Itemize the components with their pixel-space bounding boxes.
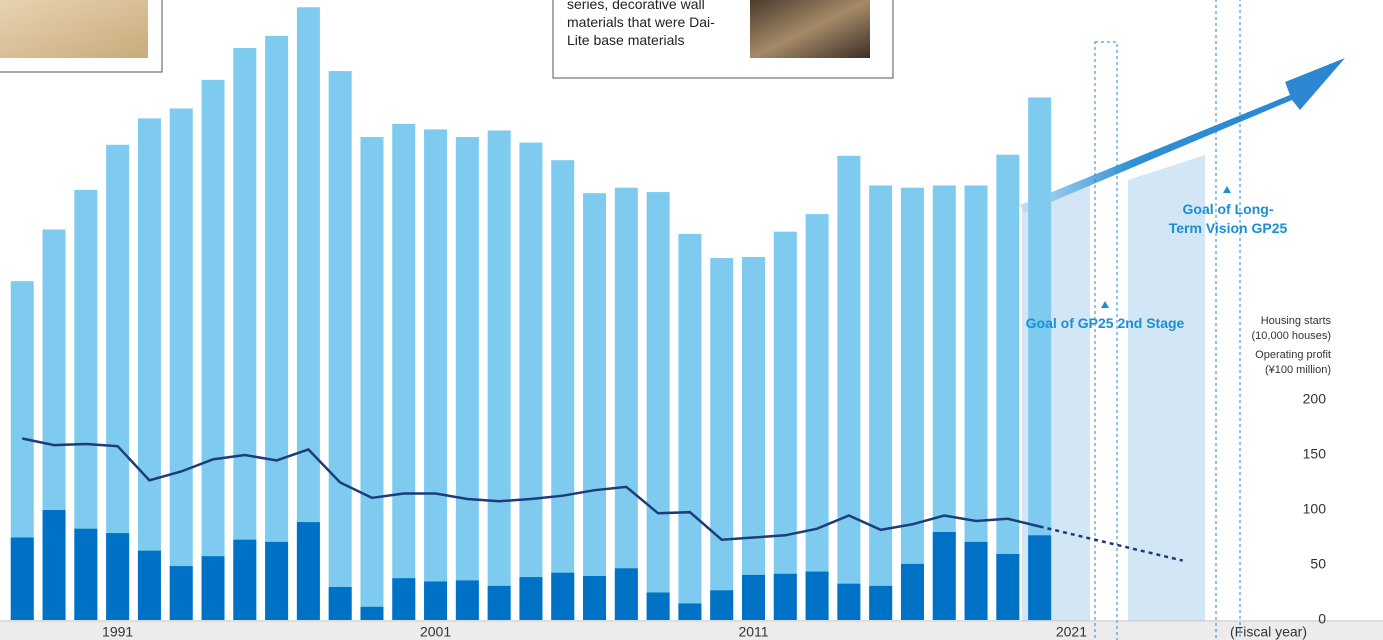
y-axis-label-line: (¥100 million) <box>1264 364 1331 376</box>
bar <box>169 566 193 620</box>
bar <box>678 233 702 620</box>
y-tick-label: 200 <box>1303 391 1327 407</box>
bar <box>741 256 765 620</box>
y-axis-label-line: Housing starts <box>1260 315 1331 327</box>
y-axis-label-line: Operating profit <box>1255 349 1331 361</box>
bar <box>519 142 543 620</box>
trend-arrow <box>1020 58 1345 213</box>
bar <box>837 155 861 620</box>
bar <box>614 568 638 620</box>
y-tick-label: 0 <box>1318 611 1326 627</box>
bar <box>487 585 511 620</box>
bar <box>328 586 352 620</box>
bar <box>519 577 543 620</box>
bar <box>296 7 320 620</box>
bar <box>455 580 479 620</box>
bar <box>551 160 575 620</box>
goal-label: Goal of GP25 2nd Stage <box>1025 315 1185 331</box>
bar <box>741 574 765 620</box>
bar <box>964 541 988 620</box>
bar <box>137 118 161 620</box>
bar <box>487 130 511 620</box>
y-tick-label: 150 <box>1303 446 1327 462</box>
bar <box>201 556 225 620</box>
bar <box>10 537 34 620</box>
bar <box>106 533 130 620</box>
bar <box>296 522 320 620</box>
goal-marker <box>1101 301 1109 308</box>
bar <box>106 144 130 620</box>
bar <box>932 531 956 620</box>
photo <box>0 0 148 58</box>
bar <box>455 137 479 620</box>
bar <box>233 47 257 621</box>
bar <box>392 123 416 621</box>
bar <box>678 603 702 620</box>
bar <box>233 539 257 620</box>
bar <box>1028 535 1052 620</box>
bar <box>551 572 575 620</box>
bar <box>169 108 193 621</box>
goal-box <box>1094 41 1118 640</box>
y-tick-label: 100 <box>1303 501 1327 517</box>
bar <box>773 573 797 620</box>
goal-box <box>1215 0 1241 640</box>
line <box>1039 525 1183 562</box>
goal-marker <box>1223 186 1231 193</box>
bar <box>646 192 670 620</box>
bar <box>773 231 797 621</box>
y-axis-label-line: (10,000 houses) <box>1251 330 1332 342</box>
bottom-band <box>0 622 1383 640</box>
x-tick-label: 2021 <box>1056 624 1087 640</box>
x-tick-label: 1991 <box>102 624 133 640</box>
y-axis-label: Housing starts (10,000 houses) Operating… <box>1252 314 1332 378</box>
bar <box>74 189 98 620</box>
bar <box>869 185 893 620</box>
bar <box>10 281 34 620</box>
bar <box>646 592 670 620</box>
bar <box>360 606 384 620</box>
bar <box>42 509 66 620</box>
bar <box>805 571 829 620</box>
bar <box>932 185 956 620</box>
x-tick-label: 2001 <box>420 624 451 640</box>
bar <box>805 214 829 621</box>
bar <box>74 528 98 620</box>
bar <box>137 550 161 620</box>
bar <box>265 35 289 621</box>
line <box>22 437 1040 541</box>
projection-area <box>1128 155 1205 621</box>
bar <box>837 583 861 620</box>
bar <box>964 185 988 620</box>
bar <box>614 187 638 620</box>
x-axis-label: (Fiscal year) <box>1230 624 1307 640</box>
bar <box>710 258 734 620</box>
bar <box>201 79 225 620</box>
bar <box>583 575 607 620</box>
bar <box>265 541 289 620</box>
callout-text: series, decorative wall materials that w… <box>567 0 715 48</box>
goal-label: Goal of Long-Term Vision GP25 <box>1168 201 1288 236</box>
bar <box>869 585 893 620</box>
bar <box>360 137 384 620</box>
bar <box>1028 97 1052 620</box>
photo <box>750 0 870 58</box>
bar <box>424 129 448 620</box>
bar <box>583 193 607 620</box>
bar <box>424 581 448 620</box>
bar <box>710 590 734 620</box>
bar <box>900 563 924 620</box>
x-tick-label: 2011 <box>738 624 768 640</box>
bar <box>328 71 352 621</box>
bar <box>392 578 416 620</box>
bar <box>996 154 1020 620</box>
bar <box>996 553 1020 620</box>
y-tick-label: 50 <box>1310 556 1326 572</box>
bar <box>900 187 924 620</box>
